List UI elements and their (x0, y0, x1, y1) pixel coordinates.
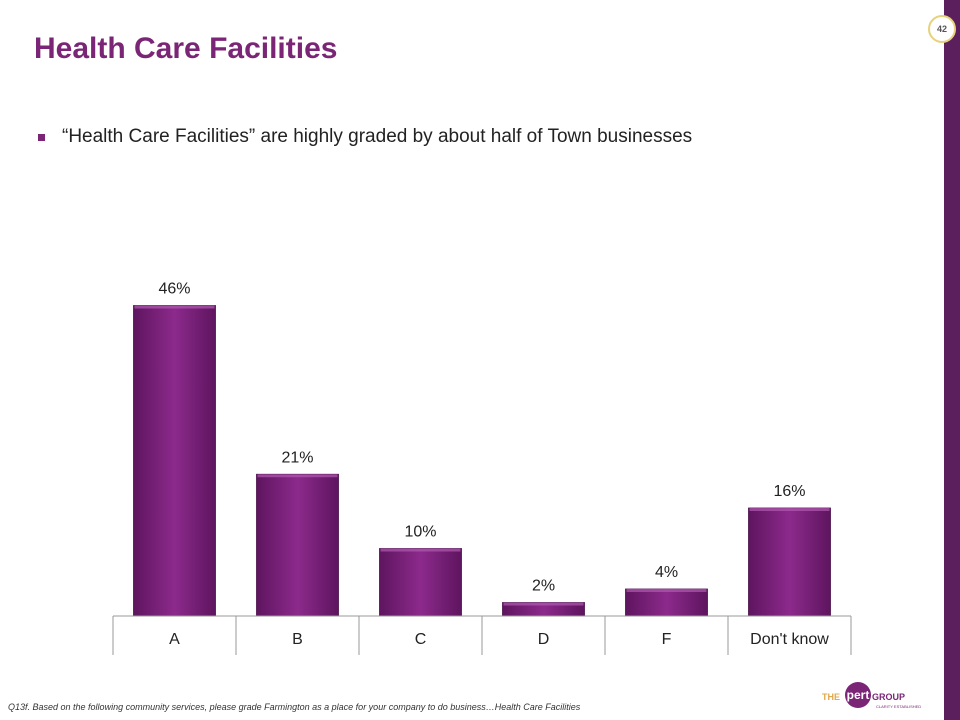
bar-highlight-3 (503, 602, 584, 606)
category-label-5: Don't know (750, 631, 829, 648)
bar-5 (748, 507, 831, 617)
footnote: Q13f. Based on the following community s… (8, 702, 581, 712)
bullet-point: “Health Care Facilities” are highly grad… (38, 126, 692, 148)
category-label-0: A (169, 631, 180, 648)
bar-highlight-5 (749, 508, 830, 511)
page-number-badge: 42 (928, 15, 956, 43)
category-label-3: D (538, 631, 550, 648)
data-label-1: 21% (281, 449, 313, 466)
bar-1 (256, 473, 339, 617)
page-title: Health Care Facilities (34, 32, 338, 65)
category-label-2: C (415, 631, 427, 648)
bullet-square-icon (38, 133, 45, 141)
data-label-4: 4% (655, 564, 678, 581)
bar-0 (133, 305, 216, 617)
category-label-4: F (662, 631, 672, 648)
pert-group-logo: THE pert GROUP CLARITY ESTABLISHED (822, 682, 921, 709)
data-label-5: 16% (773, 483, 805, 500)
bar-highlight-4 (626, 589, 707, 592)
bar-4 (625, 588, 708, 617)
side-accent-bar (944, 0, 960, 720)
bar-highlight-0 (134, 305, 215, 309)
bar-highlight-2 (380, 548, 461, 552)
logo-suffix: GROUP (872, 692, 905, 702)
bar-highlight-1 (257, 474, 338, 478)
logo-word: pert (847, 688, 870, 702)
data-label-0: 46% (158, 281, 190, 298)
logo-prefix: THE (822, 692, 840, 702)
category-label-1: B (292, 631, 303, 648)
data-label-2: 10% (404, 524, 436, 541)
page-number: 42 (936, 24, 947, 34)
data-label-3: 2% (532, 578, 555, 595)
logo-tagline: CLARITY ESTABLISHED (876, 704, 921, 709)
bar-2 (379, 548, 462, 617)
bullet-text: “Health Care Facilities” are highly grad… (62, 126, 693, 147)
